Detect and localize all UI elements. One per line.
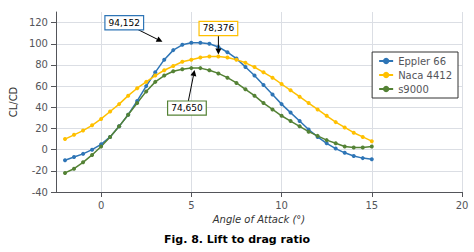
svg-text:10: 10 — [275, 200, 288, 211]
svg-text:80: 80 — [35, 59, 48, 70]
svg-text:94,152: 94,152 — [109, 18, 141, 28]
svg-text:-40: -40 — [32, 187, 48, 198]
svg-text:Fig. 8. Lift to drag ratio: Fig. 8. Lift to drag ratio — [164, 233, 310, 246]
svg-text:74,650: 74,650 — [171, 103, 203, 113]
svg-text:15: 15 — [365, 200, 378, 211]
svg-text:60: 60 — [35, 81, 48, 92]
svg-text:Eppler 66: Eppler 66 — [398, 56, 446, 67]
svg-text:100: 100 — [29, 38, 48, 49]
svg-text:5: 5 — [188, 200, 194, 211]
svg-text:Naca 4412: Naca 4412 — [398, 70, 452, 81]
svg-text:CL/CD: CL/CD — [8, 86, 19, 117]
svg-text:-20: -20 — [32, 165, 48, 176]
svg-text:Angle of Attack (°): Angle of Attack (°) — [212, 214, 306, 225]
svg-text:s9000: s9000 — [398, 84, 429, 95]
svg-text:0: 0 — [98, 200, 104, 211]
svg-text:40: 40 — [35, 102, 48, 113]
svg-text:20: 20 — [456, 200, 469, 211]
svg-text:0: 0 — [42, 144, 48, 155]
svg-text:78,376: 78,376 — [203, 23, 235, 33]
svg-text:120: 120 — [29, 17, 48, 28]
svg-text:20: 20 — [35, 123, 48, 134]
